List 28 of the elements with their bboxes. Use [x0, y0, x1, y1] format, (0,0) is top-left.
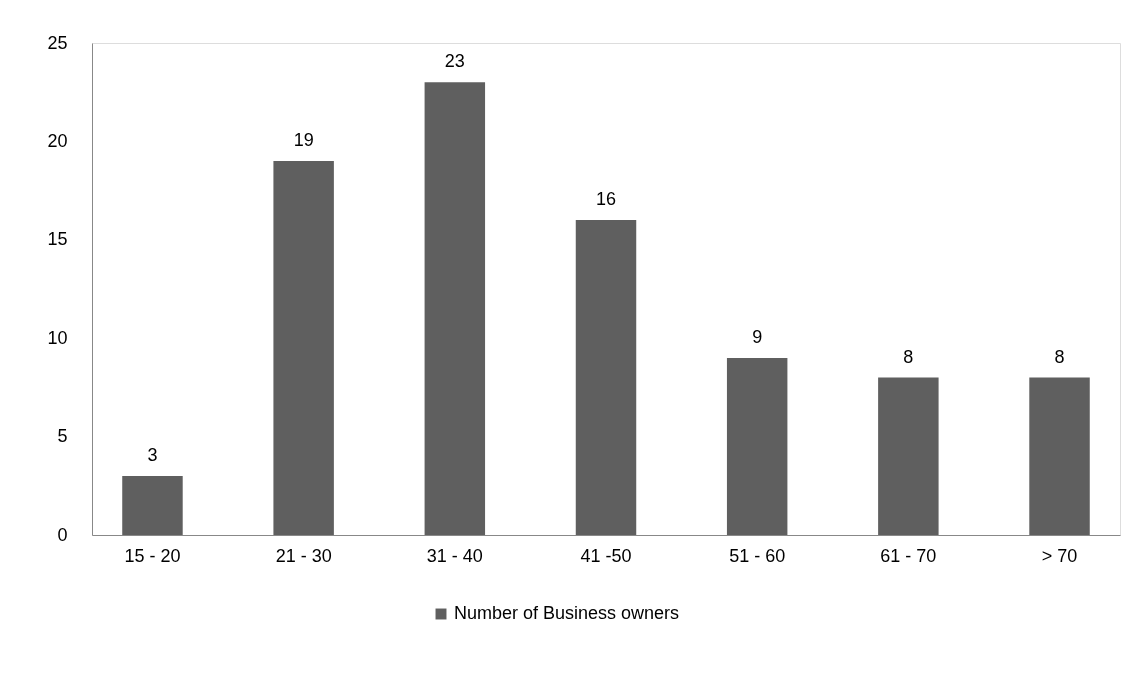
bar [122, 475, 183, 535]
bar [575, 220, 637, 535]
y-tick-label: 5 [57, 426, 68, 447]
x-tick-label: 31 - 40 [426, 545, 483, 566]
x-tick-label: 21 - 30 [275, 545, 332, 566]
x-tick-label: 15 - 20 [124, 545, 181, 566]
bar [273, 161, 334, 535]
data-label: 8 [1054, 346, 1065, 367]
y-tick-label: 15 [47, 229, 68, 250]
data-label: 3 [147, 444, 158, 465]
y-tick-label: 0 [57, 524, 68, 545]
x-tick-label: 61 - 70 [880, 545, 937, 566]
bar [726, 357, 788, 535]
bar [878, 377, 939, 535]
y-tick-label: 10 [47, 327, 68, 348]
y-tick-label: 20 [47, 130, 68, 151]
x-tick-label: 41 -50 [580, 545, 632, 566]
bar [424, 82, 486, 535]
y-tick-label: 25 [47, 32, 68, 53]
x-tick-label: 51 - 60 [729, 545, 786, 566]
data-label: 23 [444, 51, 465, 72]
x-tick-label: > 70 [1041, 545, 1078, 566]
data-label: 8 [903, 346, 914, 367]
data-label: 16 [595, 189, 617, 210]
bar [1029, 377, 1090, 535]
data-label: 9 [752, 326, 763, 347]
legend-label: Number of Business owners [454, 603, 680, 623]
data-label: 19 [293, 130, 314, 151]
